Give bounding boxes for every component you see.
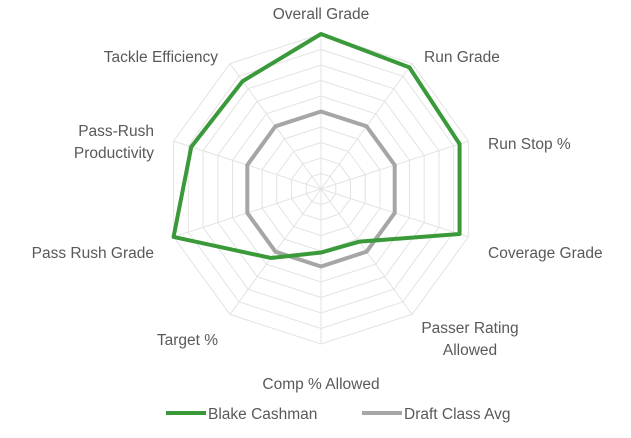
- axis-label-comp-allowed: Comp % Allowed: [262, 376, 379, 393]
- axis-label-tackle-efficiency: Tackle Efficiency: [104, 49, 219, 66]
- radar-series: [171, 32, 462, 269]
- radar-grid: [173, 33, 469, 345]
- legend-label-blake-cashman: Blake Cashman: [208, 406, 317, 423]
- axis-label-run-grade: Run Grade: [424, 49, 500, 66]
- series-line-blake-cashman: [171, 32, 462, 260]
- axis-label-target: Target %: [157, 332, 218, 349]
- legend-label-draft-class-avg: Draft Class Avg: [404, 406, 511, 423]
- axis-label-pass-rush-grade: Pass Rush Grade: [32, 245, 154, 262]
- series-line-draft-class-avg: [245, 109, 397, 269]
- axis-label-run-stop: Run Stop %: [488, 136, 571, 153]
- legend: Blake Cashman Draft Class Avg: [166, 406, 511, 423]
- axis-label-passer-rating-allowed: Passer Rating Allowed: [421, 320, 518, 359]
- axis-label-overall-grade: Overall Grade: [273, 6, 369, 23]
- axis-label-coverage-grade: Coverage Grade: [488, 245, 603, 262]
- axis-label-pass-rush-productivity: Pass-Rush Productivity: [74, 123, 154, 162]
